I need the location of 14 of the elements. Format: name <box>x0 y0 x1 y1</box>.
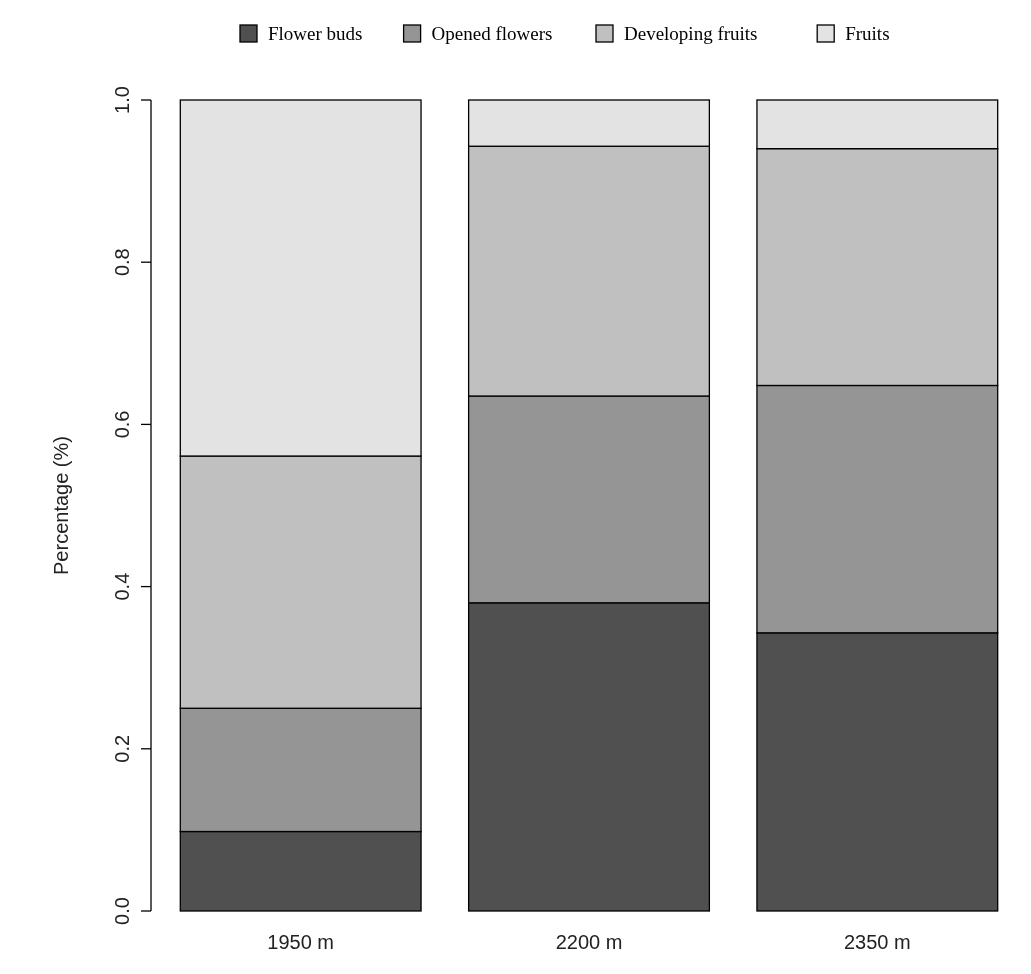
y-tick-label: 0.8 <box>111 248 133 277</box>
y-tick-label: 1.0 <box>111 86 133 114</box>
legend-label: Fruits <box>845 23 890 44</box>
y-axis-title: Percentage (%) <box>50 436 72 575</box>
y-tick-label: 0.4 <box>111 572 133 601</box>
y-tick-label: 0.2 <box>111 734 133 763</box>
x-tick-label: 2200 m <box>555 931 623 953</box>
legend-label: Developing fruits <box>624 23 758 44</box>
x-tick-label: 2350 m <box>843 931 911 953</box>
x-tick-label: 1950 m <box>267 931 335 953</box>
y-tick-label: 0.6 <box>111 410 133 439</box>
y-tick-label: 0.0 <box>111 897 133 925</box>
legend-label: Flower buds <box>268 23 363 44</box>
legend-label: Opened flowers <box>431 23 553 44</box>
